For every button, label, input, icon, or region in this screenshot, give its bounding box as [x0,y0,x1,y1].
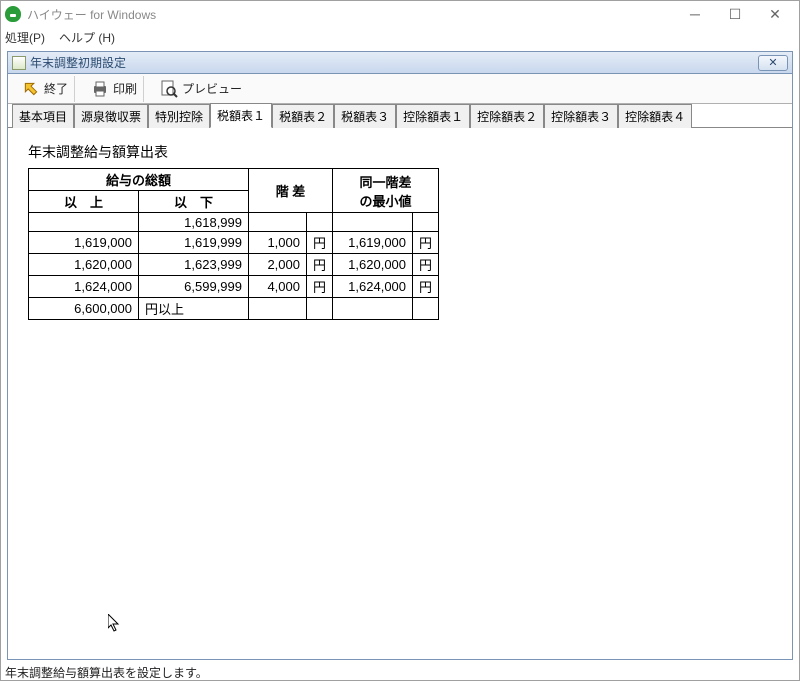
tab-税額表２[interactable]: 税額表２ [272,104,334,128]
tab-源泉徴収票[interactable]: 源泉徴収票 [74,104,148,128]
preview-button[interactable]: プレビュー [152,76,248,102]
cell-step-unit: 円 [307,232,333,254]
cell-min-unit: 円 [413,232,439,254]
cell-ge: 1,620,000 [29,254,139,276]
exit-label: 終了 [44,80,68,97]
tab-控除額表４[interactable]: 控除額表４ [618,104,692,128]
cell-min [333,213,413,232]
th-salary-total: 給与の総額 [29,169,249,191]
cell-min-unit: 円 [413,254,439,276]
tab-控除額表２[interactable]: 控除額表２ [470,104,544,128]
menu-process[interactable]: 処理(P) [5,29,45,46]
cell-step-unit: 円 [307,254,333,276]
table-row: 1,624,0006,599,9994,000円1,624,000円 [29,276,439,298]
cell-ge: 1,619,000 [29,232,139,254]
th-step: 階 差 [249,169,333,213]
cell-ge [29,213,139,232]
cell-ge: 1,624,000 [29,276,139,298]
cell-step: 4,000 [249,276,307,298]
cell-step: 1,000 [249,232,307,254]
cell-le: 1,619,999 [139,232,249,254]
table-row: 1,620,0001,623,9992,000円1,620,000円 [29,254,439,276]
exit-icon [20,78,42,100]
content-area: 年末調整給与額算出表 給与の総額 階 差 同一階差の最小値 以 上 以 下 1,… [8,128,792,334]
cell-le: 1,618,999 [139,213,249,232]
outer-titlebar: ハイウェー for Windows ─ ☐ ✕ [1,1,799,27]
print-label: 印刷 [113,80,137,97]
tab-控除額表１[interactable]: 控除額表１ [396,104,470,128]
exit-button[interactable]: 終了 [14,76,75,102]
cell-min: 1,620,000 [333,254,413,276]
cell-step-unit [307,213,333,232]
tab-控除額表３[interactable]: 控除額表３ [544,104,618,128]
cell-min: 1,624,000 [333,276,413,298]
cell-step [249,213,307,232]
minimize-button[interactable]: ─ [675,4,715,24]
outer-window: ハイウェー for Windows ─ ☐ ✕ 処理(P) ヘルプ (H) 年末… [0,0,800,681]
toolbar: 終了 印刷 [8,74,792,104]
tab-strip: 基本項目源泉徴収票特別控除税額表１税額表２税額表３控除額表１控除額表２控除額表３… [8,104,792,128]
cell-min: 1,619,000 [333,232,413,254]
cell-min-unit: 円 [413,276,439,298]
tab-税額表１[interactable]: 税額表１ [210,103,272,128]
preview-icon [158,78,180,100]
cell-step: 2,000 [249,254,307,276]
print-button[interactable]: 印刷 [83,76,144,102]
table-row: 6,600,000円以上 [29,298,439,320]
inner-window: 年末調整初期設定 ✕ 終了 [7,51,793,660]
table-row: 1,618,999 [29,213,439,232]
inner-title: 年末調整初期設定 [30,54,126,71]
th-ge: 以 上 [29,191,139,213]
close-button[interactable]: ✕ [755,4,795,24]
status-text: 年末調整給与額算出表を設定します。 [5,666,208,680]
cell-le-above: 円以上 [139,298,249,320]
document-icon [12,56,26,70]
th-le: 以 下 [139,191,249,213]
menu-help[interactable]: ヘルプ (H) [59,29,115,46]
cell-ge: 6,600,000 [29,298,139,320]
cell-min [333,298,413,320]
app-icon [5,6,21,22]
cell-step [249,298,307,320]
cell-step-unit [307,298,333,320]
table-title: 年末調整給与額算出表 [28,142,772,162]
cell-min-unit [413,298,439,320]
cell-min-unit [413,213,439,232]
menubar: 処理(P) ヘルプ (H) [1,27,799,47]
calc-table: 給与の総額 階 差 同一階差の最小値 以 上 以 下 1,618,9991,61… [28,168,439,320]
printer-icon [89,78,111,100]
statusbar: 年末調整給与額算出表を設定します。 [1,662,799,680]
table-row: 1,619,0001,619,9991,000円1,619,000円 [29,232,439,254]
tab-基本項目[interactable]: 基本項目 [12,104,74,128]
cell-step-unit: 円 [307,276,333,298]
tab-特別控除[interactable]: 特別控除 [148,104,210,128]
preview-label: プレビュー [182,80,242,97]
cell-le: 6,599,999 [139,276,249,298]
cell-le: 1,623,999 [139,254,249,276]
inner-titlebar: 年末調整初期設定 ✕ [8,52,792,74]
inner-close-button[interactable]: ✕ [758,55,788,71]
maximize-button[interactable]: ☐ [715,4,755,24]
outer-title: ハイウェー for Windows [27,6,156,23]
tab-税額表３[interactable]: 税額表３ [334,104,396,128]
th-same-step-min: 同一階差の最小値 [333,169,439,213]
